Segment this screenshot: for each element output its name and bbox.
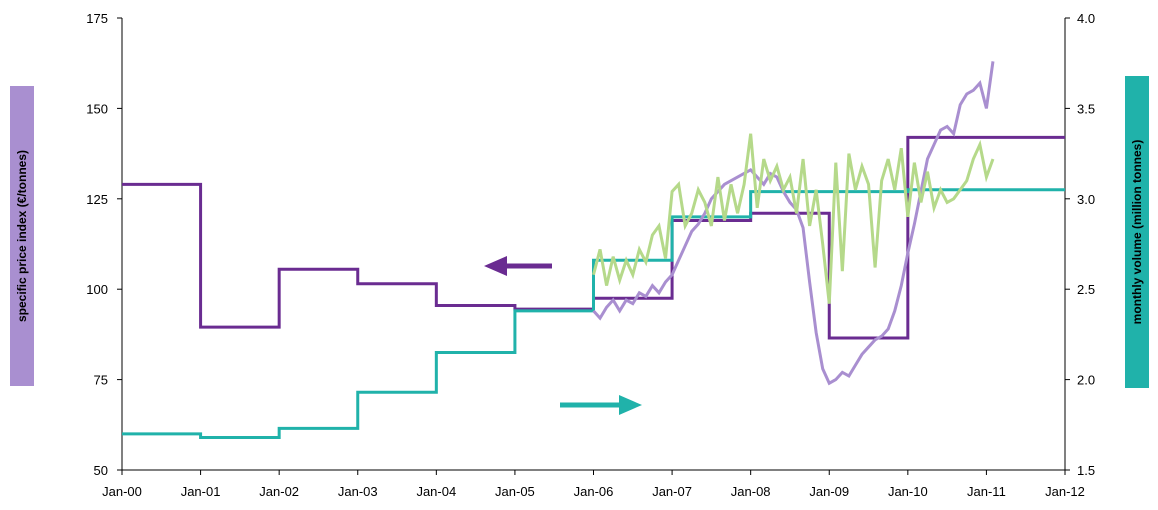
- series-line-1: [122, 188, 1065, 439]
- y2-tick-label: 4.0: [1077, 11, 1095, 26]
- x-tick-label: Jan-05: [495, 484, 535, 499]
- y2-axis-title: monthly volume (million tonnes): [1130, 140, 1144, 325]
- y2-tick-label: 3.0: [1077, 192, 1095, 207]
- left-axis-title-bg: [10, 86, 34, 386]
- y2-tick-label: 2.0: [1077, 373, 1095, 388]
- x-tick-label: Jan-02: [259, 484, 299, 499]
- annotations: [484, 256, 642, 415]
- x-tick-label: Jan-12: [1045, 484, 1085, 499]
- y2-tick-label: 2.5: [1077, 282, 1095, 297]
- y2-tick-label: 3.5: [1077, 101, 1095, 116]
- x-tick-label: Jan-06: [574, 484, 614, 499]
- series-line-2: [592, 61, 995, 386]
- y-tick-label: 175: [86, 11, 108, 26]
- y-tick-label: 125: [86, 192, 108, 207]
- x-tick-label: Jan-10: [888, 484, 928, 499]
- y-axis-title: specific price index (€/tonnes): [15, 150, 29, 322]
- series-layer: [122, 61, 1065, 439]
- right-axis-title-bg: [1125, 76, 1149, 388]
- y2-tick-label: 1.5: [1077, 463, 1095, 478]
- y-tick-label: 150: [86, 101, 108, 116]
- series-line-3: [592, 133, 995, 304]
- x-tick-label: Jan-09: [809, 484, 849, 499]
- x-tick-label: Jan-08: [731, 484, 771, 499]
- x-tick-label: Jan-00: [102, 484, 142, 499]
- x-tick-label: Jan-07: [652, 484, 692, 499]
- x-tick-label: Jan-04: [416, 484, 456, 499]
- right-arrow-head: [619, 395, 642, 415]
- y-tick-label: 75: [94, 373, 108, 388]
- y-tick-label: 50: [94, 463, 108, 478]
- axes: 50 75 100 125 150 175 1.5 2.0 2.5 3.0 3.5 4.0 Jan-00…: [86, 11, 1095, 499]
- x-tick-label: Jan-03: [338, 484, 378, 499]
- x-tick-label: Jan-01: [181, 484, 221, 499]
- x-tick-label: Jan-11: [967, 484, 1006, 499]
- left-arrow-head: [484, 256, 507, 276]
- y-tick-label: 100: [86, 282, 108, 297]
